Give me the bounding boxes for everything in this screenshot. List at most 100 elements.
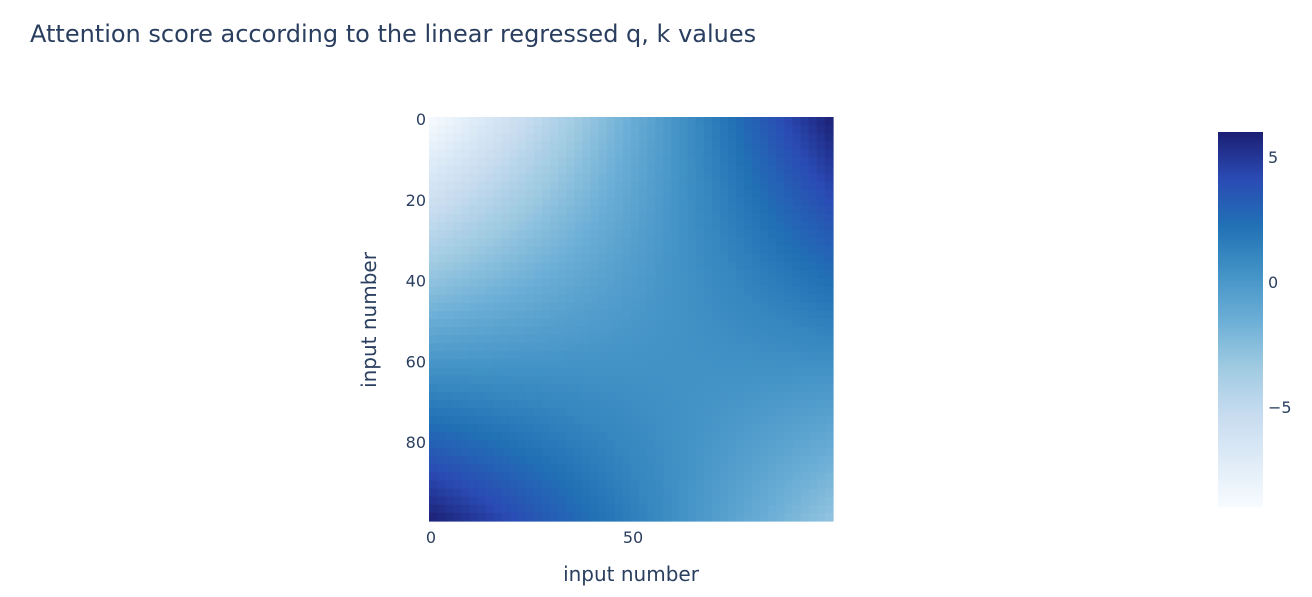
heatmap-cell [727, 286, 737, 296]
heatmap-cell [574, 310, 584, 320]
heatmap-cell [429, 512, 438, 522]
heatmap-cell [598, 125, 608, 134]
heatmap-cell [695, 415, 705, 425]
heatmap-cell [663, 302, 672, 312]
heatmap-cell [469, 262, 479, 272]
heatmap-cell [477, 399, 487, 409]
heatmap-cell [687, 448, 697, 457]
heatmap-cell [493, 230, 503, 239]
heatmap-cell [550, 432, 559, 441]
heatmap-cell [550, 270, 559, 280]
heatmap-cell [437, 149, 446, 158]
colorbar [1218, 132, 1263, 507]
heatmap-cell [744, 157, 753, 167]
heatmap-cell [719, 310, 729, 320]
heatmap-cell [776, 173, 786, 183]
heatmap-cell [485, 213, 495, 223]
heatmap-cell [509, 399, 519, 409]
heatmap-cell [509, 472, 519, 482]
heatmap-cell [517, 222, 527, 231]
heatmap-cell [792, 496, 802, 506]
heatmap-cell [800, 149, 810, 158]
heatmap-cell [695, 157, 705, 167]
heatmap-cell [631, 254, 640, 264]
heatmap-cell [566, 351, 576, 360]
heatmap-cell [461, 496, 470, 506]
heatmap-cell [671, 343, 681, 352]
heatmap-cell [622, 310, 632, 320]
heatmap-cell [517, 197, 527, 207]
heatmap-cell [760, 415, 769, 425]
heatmap-cell [445, 197, 454, 207]
heatmap-cell [776, 149, 786, 158]
heatmap-cell [590, 246, 600, 255]
heatmap-cell [558, 327, 567, 336]
heatmap-cell [703, 512, 713, 522]
heatmap-cell [606, 254, 616, 264]
heatmap-cell [501, 432, 511, 441]
heatmap-cell [808, 246, 818, 255]
heatmap-cell [542, 125, 551, 134]
heatmap-cell [736, 415, 745, 425]
heatmap-cell [501, 302, 511, 312]
heatmap-cell [711, 335, 721, 344]
heatmap-cell [744, 440, 753, 449]
heatmap-cell [711, 383, 721, 393]
heatmap-cell [824, 133, 834, 142]
heatmap-cell [429, 270, 438, 280]
heatmap-cell [727, 335, 737, 344]
heatmap-cell [582, 181, 592, 191]
heatmap-cell [574, 262, 584, 272]
heatmap-cell [566, 448, 576, 457]
heatmap-cell [534, 278, 543, 288]
heatmap-cell [453, 512, 462, 522]
heatmap-cell [509, 117, 519, 126]
heatmap-cell [469, 189, 479, 199]
heatmap-cell [719, 270, 729, 280]
heatmap-cell [792, 149, 802, 158]
heatmap-cell [501, 238, 511, 247]
heatmap-cell [655, 359, 664, 369]
heatmap-cell [816, 189, 826, 199]
heatmap-cell [679, 125, 689, 134]
heatmap-cell [744, 270, 753, 280]
heatmap-cell [566, 117, 576, 126]
heatmap-cell [453, 343, 462, 352]
heatmap-cell [800, 125, 810, 134]
heatmap-cell [655, 319, 664, 328]
heatmap-cell [550, 205, 559, 215]
heatmap-cell [517, 230, 527, 239]
heatmap-cell [574, 149, 584, 158]
heatmap-cell [437, 133, 446, 142]
heatmap-cell [558, 448, 567, 457]
heatmap-cell [736, 222, 745, 231]
heatmap-cell [477, 480, 487, 490]
heatmap-cell [744, 496, 753, 506]
heatmap-cell [437, 359, 446, 369]
heatmap-cell [437, 375, 446, 385]
heatmap-cell [469, 456, 479, 466]
heatmap-cell [566, 125, 576, 134]
heatmap-cell [534, 391, 543, 401]
heatmap-cell [808, 335, 818, 344]
heatmap-cell [663, 351, 672, 360]
heatmap-cell [485, 165, 495, 175]
heatmap-cell [824, 173, 834, 183]
heatmap-cell [647, 472, 656, 482]
heatmap-cell [598, 407, 608, 417]
heatmap-cell [622, 327, 632, 336]
heatmap-cell [631, 133, 640, 142]
heatmap-cell [784, 415, 794, 425]
heatmap-cell [534, 117, 543, 126]
heatmap-cell [429, 262, 438, 272]
heatmap-cell [703, 407, 713, 417]
heatmap-cell [719, 399, 729, 409]
heatmap-cell [437, 496, 446, 506]
heatmap-cell [429, 327, 438, 336]
heatmap-cell [671, 327, 681, 336]
heatmap-cell [501, 222, 511, 231]
heatmap-cell [622, 319, 632, 328]
heatmap-cell [542, 496, 551, 506]
heatmap-cell [808, 197, 818, 207]
heatmap-cell [695, 448, 705, 457]
